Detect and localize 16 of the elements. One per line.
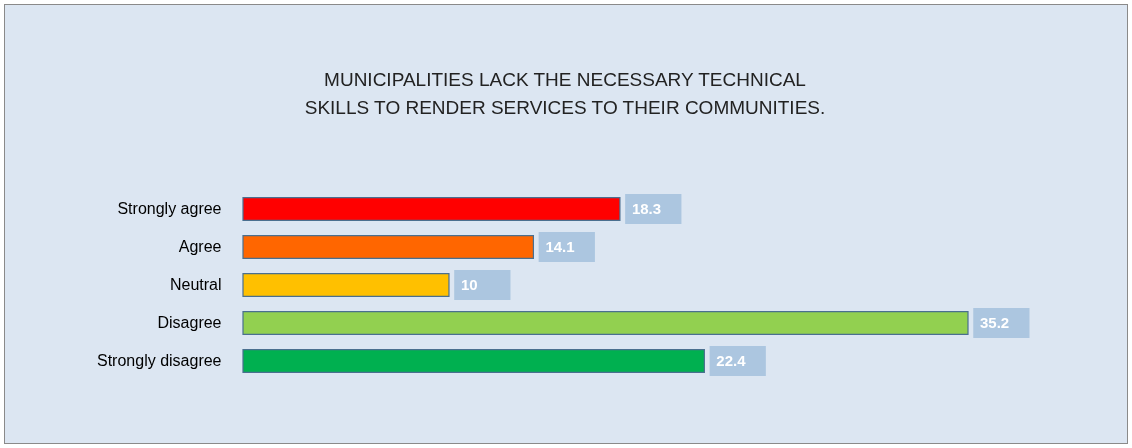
bar (242, 197, 621, 221)
data-label: 18.3 (631, 200, 662, 217)
y-tick-label: Agree (178, 238, 222, 255)
data-label: 10 (460, 276, 478, 293)
bar (242, 349, 705, 373)
bar (242, 311, 969, 335)
y-tick-label: Strongly disagree (96, 352, 222, 369)
y-tick-label: Strongly agree (117, 200, 222, 217)
data-label: 22.4 (716, 352, 747, 369)
bar (242, 273, 450, 297)
chart-title: MUNICIPALITIES LACK THE NECESSARY TECHNICAL SKILLS TO RENDER SERVICES TO THEIR COMMUNITIES. (304, 69, 826, 118)
data-label: 14.1 (545, 238, 575, 255)
y-tick-label: Neutral (169, 276, 222, 293)
data-label: 35.2 (980, 314, 1010, 331)
y-tick-label: Disagree (157, 314, 222, 331)
bar (242, 235, 535, 259)
